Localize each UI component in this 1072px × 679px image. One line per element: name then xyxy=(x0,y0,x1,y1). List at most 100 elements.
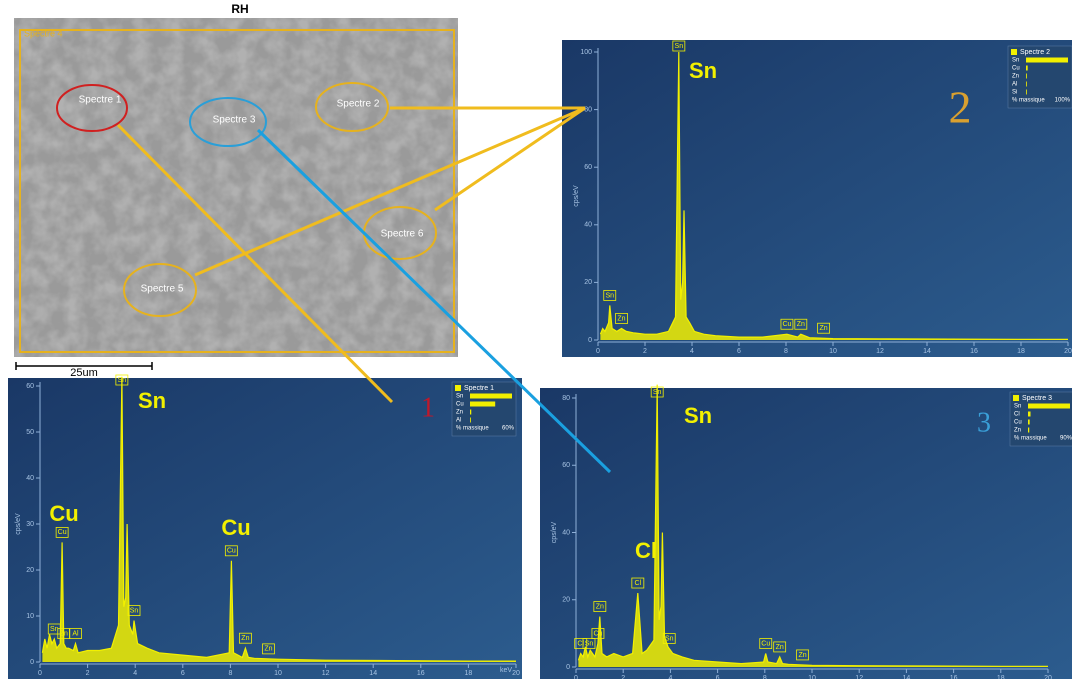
x-tick-label: 8 xyxy=(228,670,232,677)
peak-tag xyxy=(780,318,794,330)
peak-tag-label: Zn xyxy=(797,321,805,328)
peak-tag xyxy=(672,40,686,52)
y-tick-label: 0 xyxy=(588,337,592,344)
peak-tag-label: Zn xyxy=(264,646,272,653)
x-tick-label: 10 xyxy=(808,675,816,679)
spectrum xyxy=(41,376,516,662)
legend-item-label: Al xyxy=(1012,82,1017,88)
connector xyxy=(194,106,586,277)
peak-tag-label: Cu xyxy=(58,529,67,536)
spectrum xyxy=(577,384,1048,667)
region xyxy=(123,263,197,317)
legend-footer: % massique xyxy=(1012,98,1045,104)
y-tick-label: 100 xyxy=(580,49,592,56)
region xyxy=(189,97,267,147)
legend-bar xyxy=(1026,81,1027,87)
panel-background xyxy=(562,40,1072,357)
panel-label: 2 xyxy=(949,82,972,133)
peak-tag xyxy=(591,628,605,639)
element-annotation: Cu xyxy=(221,515,250,540)
legend-item-label: Si xyxy=(1012,90,1017,96)
legend-bar xyxy=(1026,57,1068,63)
x-tick-label: 6 xyxy=(181,670,185,677)
region xyxy=(56,84,128,132)
x-tick-label: 18 xyxy=(997,675,1005,679)
legend-item-label: Sn xyxy=(1014,404,1021,410)
legend-bar xyxy=(1028,419,1030,425)
panel-label: 3 xyxy=(977,407,991,438)
spectrum xyxy=(599,51,1068,340)
peak-tag-label: Sn xyxy=(665,635,674,642)
legend-footer-value: 100% xyxy=(1055,98,1071,104)
x-tick-label: 16 xyxy=(417,670,425,677)
y-axis-label: cps/eV xyxy=(551,521,558,543)
x-tick-label: 14 xyxy=(903,675,911,679)
legend-footer-value: 60% xyxy=(502,426,515,432)
legend-bar xyxy=(1026,89,1027,95)
peak-tag-label: Sn xyxy=(118,377,127,384)
sem-image: RH Spectre 4 Spectre 1 Spectre 3 Spectre… xyxy=(14,2,458,379)
peak-tag-label: Cu xyxy=(593,630,602,637)
legend-item-label: Zn xyxy=(456,410,463,416)
legend-title: Spectre 1 xyxy=(464,385,494,392)
legend-title: Spectre 3 xyxy=(1022,395,1052,402)
legend-bar xyxy=(470,393,512,399)
y-tick-label: 0 xyxy=(566,664,570,671)
peak-tag-label: Zn xyxy=(60,630,68,637)
scale-bar xyxy=(15,362,153,370)
peak-tag xyxy=(796,649,809,661)
y-tick-label: 10 xyxy=(26,613,34,620)
x-tick-label: 4 xyxy=(133,670,137,677)
peak-tag xyxy=(650,386,664,398)
element-annotation: Cl xyxy=(635,538,657,563)
legend-bar xyxy=(470,409,472,415)
legend-item-label: Sn xyxy=(456,394,463,400)
image-title: RH xyxy=(231,2,248,16)
y-tick-label: 30 xyxy=(26,521,34,528)
legend-footer: % massique xyxy=(1014,436,1047,442)
y-axis-label: cps/eV xyxy=(573,185,580,207)
legend-title: Spectre 2 xyxy=(1020,49,1050,56)
peak-tag xyxy=(615,313,628,324)
x-tick-label: 10 xyxy=(274,670,282,677)
x-tick-label: 20 xyxy=(1064,348,1072,355)
peak-tag xyxy=(127,605,141,616)
peak-tag xyxy=(69,628,82,639)
peak-tag-label: Cl xyxy=(577,640,584,647)
peak-tag xyxy=(55,527,69,538)
x-tick-label: 6 xyxy=(716,675,720,679)
y-tick-label: 0 xyxy=(30,659,34,666)
legend-bar xyxy=(470,401,496,407)
x-tick-label: 4 xyxy=(690,348,694,355)
region xyxy=(315,82,389,132)
y-tick-label: 40 xyxy=(562,529,570,536)
legend-item-label: Al xyxy=(456,418,461,424)
y-tick-label: 50 xyxy=(26,429,34,436)
legend-item-label: Cl xyxy=(1014,412,1020,418)
peak-tag xyxy=(662,633,676,644)
legend-item-label: Sn xyxy=(1012,58,1019,64)
connector xyxy=(116,123,394,404)
peak-tag-label: Cu xyxy=(761,640,770,647)
peak-tag xyxy=(603,290,617,301)
peak-tag-label: Sn xyxy=(605,292,614,299)
x-tick-label: 0 xyxy=(574,675,578,679)
peak-tag-label: Sn xyxy=(50,626,59,633)
y-tick-label: 20 xyxy=(562,597,570,604)
peak-tag-label: Sn xyxy=(675,43,684,50)
x-tick-label: 16 xyxy=(970,348,978,355)
x-tick-label: 20 xyxy=(1044,675,1052,679)
panel-label: 1 xyxy=(421,392,435,423)
x-tick-label: 18 xyxy=(465,670,473,677)
y-tick-label: 60 xyxy=(584,164,592,171)
x-tick-label: 2 xyxy=(621,675,625,679)
legend-swatch xyxy=(455,385,461,391)
x-tick-label: 12 xyxy=(855,675,863,679)
legend-footer: % massique xyxy=(456,426,489,432)
sem-texture xyxy=(14,18,458,357)
legend-swatch xyxy=(1013,395,1019,401)
peak-tag xyxy=(759,638,773,649)
element-annotation: Cu xyxy=(49,501,78,526)
x-tick-label: 18 xyxy=(1017,348,1025,355)
frame-label: Spectre 4 xyxy=(24,28,63,38)
